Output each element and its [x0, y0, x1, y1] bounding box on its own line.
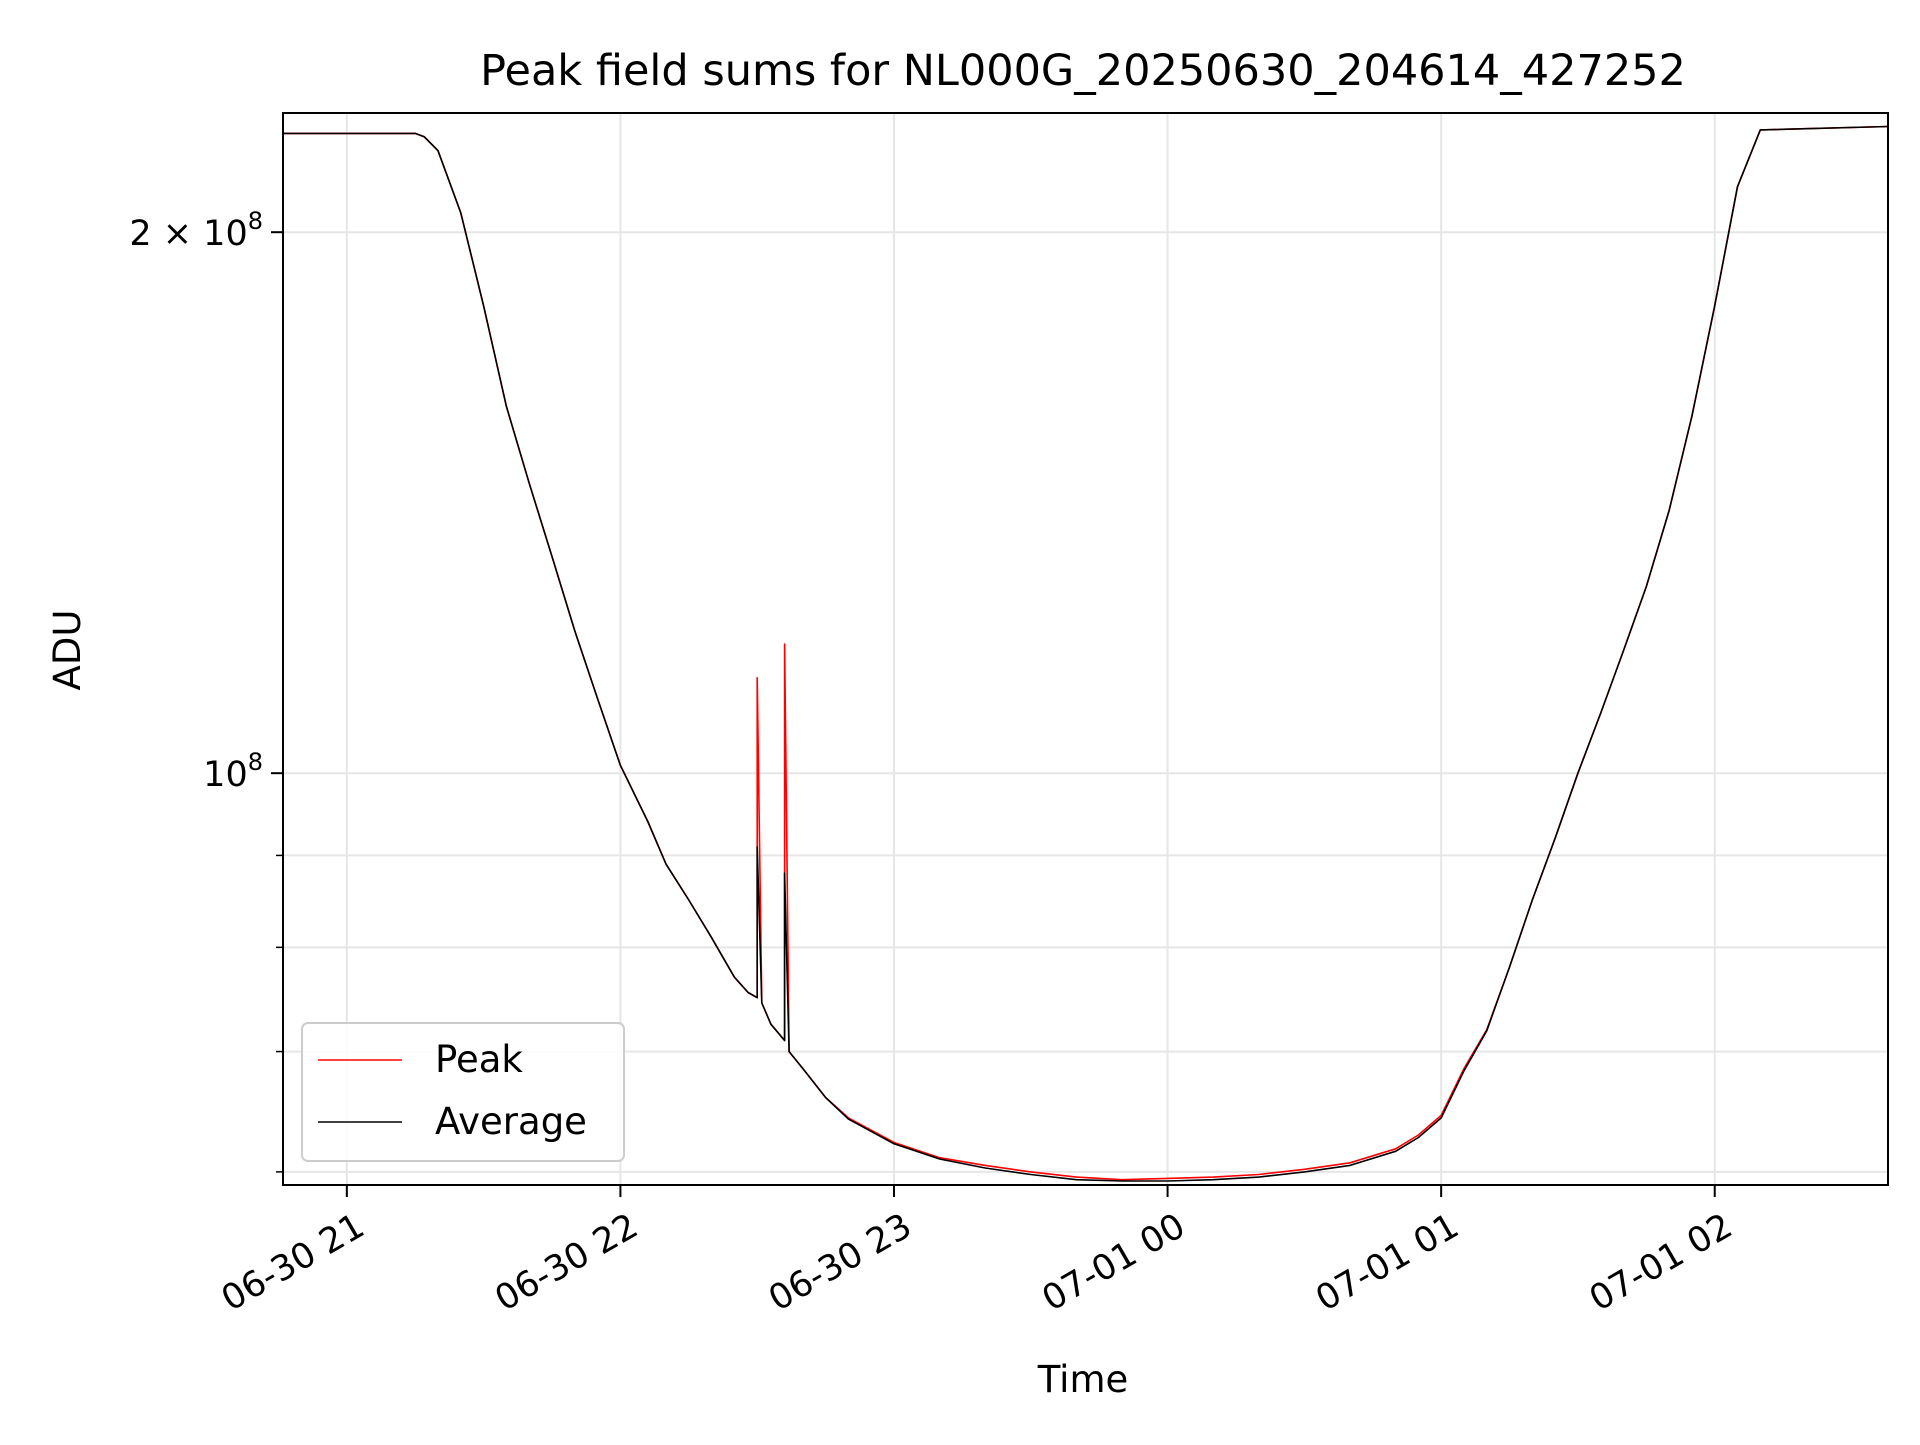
legend: Peak Average	[301, 1022, 625, 1162]
legend-average-label: Average	[435, 1100, 587, 1143]
plot-frame	[282, 112, 1889, 1186]
series-average-line	[283, 125, 1889, 1182]
y-axis-label: ADU	[46, 610, 89, 691]
legend-peak-label: Peak	[435, 1038, 523, 1081]
legend-box	[301, 1022, 625, 1162]
x-axis-label: Time	[1037, 1358, 1129, 1401]
y-tick-label: 108	[203, 748, 263, 795]
chart-title: Peak field sums for NL000G_20250630_2046…	[480, 46, 1686, 96]
y-tick-label: 2 × 108	[129, 207, 263, 254]
